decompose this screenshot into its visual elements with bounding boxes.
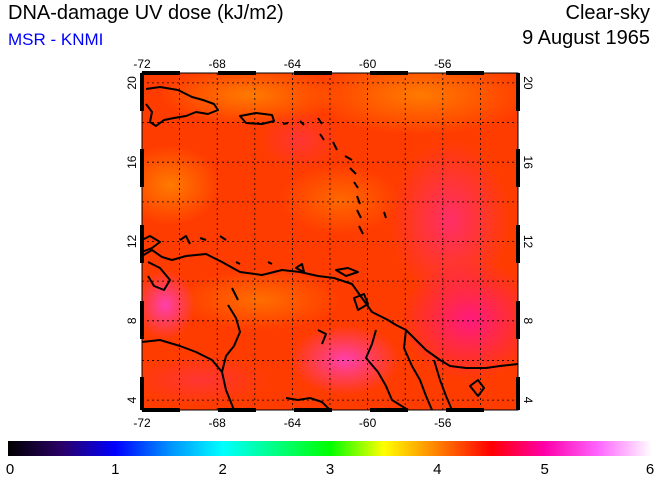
lat-tick-labels-right: 4 8 12 16 20 bbox=[521, 76, 535, 404]
hispaniola-coast bbox=[145, 86, 219, 127]
lon-tick-labels-top: -72 -68 -64 -60 -56 bbox=[133, 57, 451, 71]
colorbar-tick-label: 1 bbox=[111, 461, 119, 478]
lat-tick-label: 8 bbox=[125, 317, 139, 324]
colorbar-tick-label: 4 bbox=[433, 461, 441, 478]
map-frame bbox=[140, 71, 520, 412]
lon-tick-label: -56 bbox=[434, 57, 452, 71]
lon-tick-label: -72 bbox=[133, 416, 151, 430]
lat-tick-label: 12 bbox=[125, 235, 139, 249]
colombia-venezuela-border bbox=[142, 339, 235, 410]
lon-tick-labels-bottom: -72 -68 -64 -60 -56 bbox=[133, 416, 451, 430]
colorbar-tick-label: 0 bbox=[6, 461, 14, 478]
lat-tick-label: 16 bbox=[521, 156, 535, 170]
lat-tick-label: 20 bbox=[521, 76, 535, 90]
lat-tick-labels-left: 4 8 12 16 20 bbox=[125, 76, 139, 404]
lon-tick-label: -72 bbox=[133, 57, 151, 71]
lon-tick-label: -56 bbox=[434, 416, 452, 430]
colorbar-tick-label: 6 bbox=[646, 461, 654, 478]
lon-tick-label: -60 bbox=[359, 57, 377, 71]
lon-tick-label: -60 bbox=[359, 416, 377, 430]
colorbar-tick-label: 5 bbox=[540, 461, 548, 478]
lat-tick-label: 8 bbox=[521, 317, 535, 324]
colorbar-tick-label: 3 bbox=[326, 461, 334, 478]
colorbar bbox=[8, 441, 652, 456]
trinidad-coast bbox=[353, 293, 369, 311]
lesser-antilles bbox=[317, 117, 387, 235]
venezuela-guyana-border bbox=[365, 329, 409, 410]
map-title: DNA-damage UV dose (kJ/m2) bbox=[8, 2, 284, 24]
lat-tick-label: 12 bbox=[521, 235, 535, 249]
coastlines bbox=[142, 86, 518, 410]
puerto-rico-coast bbox=[239, 112, 275, 125]
colorbar-tick-labels: 0 1 2 3 4 5 6 bbox=[6, 461, 654, 478]
lat-tick-label: 4 bbox=[125, 396, 139, 403]
south-america-coast bbox=[142, 249, 518, 369]
graticule bbox=[142, 73, 518, 410]
sky-condition-label: Clear-sky bbox=[565, 2, 650, 24]
lat-tick-label: 16 bbox=[125, 155, 139, 169]
lon-tick-label: -68 bbox=[209, 416, 227, 430]
lat-tick-label: 4 bbox=[521, 397, 535, 404]
lon-tick-label: -68 bbox=[209, 57, 227, 71]
colorbar-tick-label: 2 bbox=[218, 461, 226, 478]
date-label: 9 August 1965 bbox=[522, 27, 650, 49]
source-label: MSR - KNMI bbox=[8, 30, 104, 49]
lat-tick-label: 20 bbox=[125, 76, 139, 90]
lon-tick-label: -64 bbox=[284, 416, 302, 430]
lon-tick-label: -64 bbox=[284, 57, 302, 71]
